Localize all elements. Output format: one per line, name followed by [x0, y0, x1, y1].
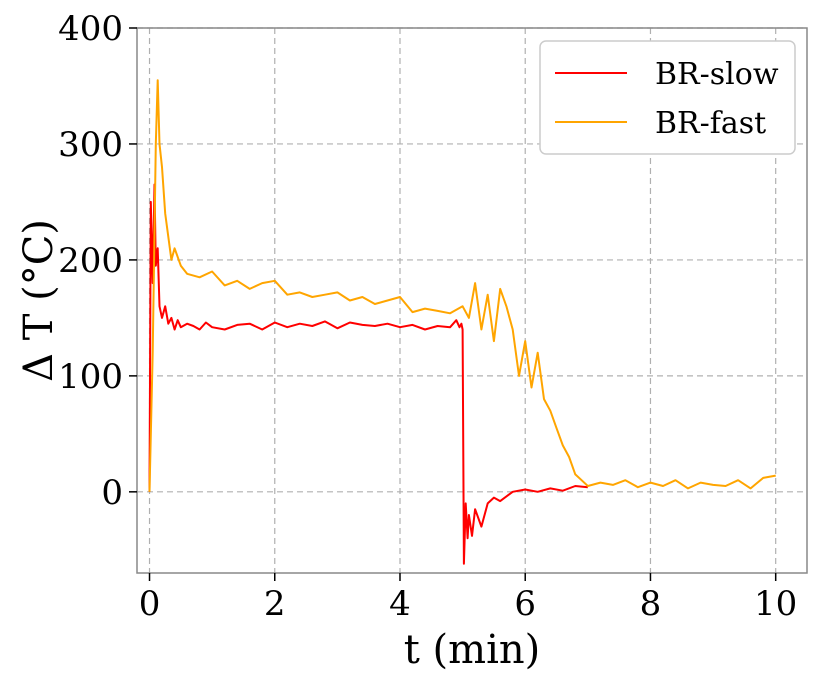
series-line-br-slow: [148, 183, 588, 565]
x-tick-label: 0: [139, 584, 161, 624]
legend-box: [539, 40, 796, 155]
y-tick-label: 0: [101, 473, 123, 513]
x-tick-label: 4: [389, 584, 411, 624]
x-tick-label: 6: [514, 584, 536, 624]
y-axis-label: Δ T (°C): [16, 219, 62, 382]
y-tick-label: 400: [58, 9, 123, 49]
series-line-br-fast: [148, 79, 776, 492]
y-tick-label: 100: [58, 357, 123, 397]
x-tick-label: 2: [264, 584, 286, 624]
x-axis-label: t (min): [404, 627, 540, 673]
series-lines: [148, 79, 776, 565]
legend: BR-slow BR-fast: [539, 40, 796, 155]
y-tick-label: 200: [58, 241, 123, 281]
legend-label-br-slow: BR-slow: [655, 57, 779, 92]
legend-label-br-fast: BR-fast: [655, 106, 766, 141]
x-tick-label: 8: [640, 584, 662, 624]
y-tick-label: 300: [58, 125, 123, 165]
x-tick-label: 10: [754, 584, 797, 624]
plot-frame: [136, 27, 808, 574]
